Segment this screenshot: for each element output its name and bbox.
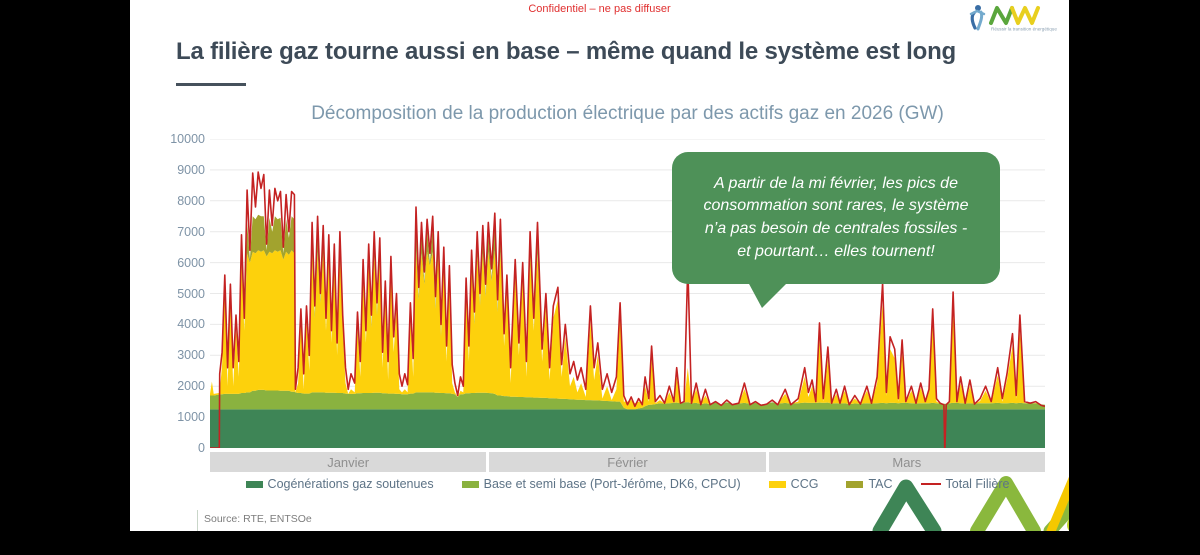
y-axis-tick-label: 9000 [177, 162, 205, 177]
y-axis-tick-label: 3000 [177, 348, 205, 363]
y-axis-tick-label: 7000 [177, 224, 205, 239]
bubble-line: n’a pas besoin de centrales fossiles - [704, 220, 968, 237]
y-axis-tick-label: 8000 [177, 193, 205, 208]
y-axis-tick-label: 5000 [177, 286, 205, 301]
nw-logo-graphic: Réussir la transition énergétique [969, 5, 1057, 32]
y-axis-tick-label: 2000 [177, 379, 205, 394]
legend-label: Base et semi base (Port-Jérôme, DK6, CPC… [483, 477, 741, 491]
legend-label: TAC [868, 477, 893, 491]
legend-item-cogenerations: Cogénérations gaz soutenues [245, 476, 434, 492]
chart-title: Décomposition de la production électriqu… [311, 103, 944, 124]
bubble-line: consommation sont rares, le système [703, 197, 969, 215]
legend-label: CCG [790, 477, 819, 491]
decorative-watermark-letters [730, 455, 1069, 531]
month-band-janvier: Janvier [210, 452, 487, 472]
confidential-notice: Confidentiel – ne pas diffuser [528, 3, 671, 15]
logo-tagline: Réussir la transition énergétique [991, 27, 1057, 32]
legend-item-tac: TAC [846, 476, 893, 492]
title-underline [176, 83, 246, 86]
tac-swatch [846, 480, 864, 488]
month-band-mars: Mars [768, 452, 1045, 472]
chart-legend: Cogénérations gaz soutenues Base et semi… [210, 476, 1045, 492]
source-note: Source: RTE, ENTSOe [197, 510, 312, 531]
y-axis-tick-label: 1000 [177, 410, 205, 425]
ccg-swatch [768, 480, 786, 488]
legend-item-base-semibase: Base et semi base (Port-Jérôme, DK6, CPC… [461, 476, 741, 492]
chart-plot-area [210, 139, 1045, 448]
cogenerations-swatch [245, 480, 263, 488]
legend-label: Total Filière [945, 477, 1010, 491]
total-filiere-line-swatch [920, 483, 941, 485]
x-axis-month-bands: Janvier Février Mars [210, 452, 1045, 472]
base-semibase-swatch [461, 480, 479, 488]
presentation-slide: Confidentiel – ne pas diffuser Réussir l… [130, 0, 1069, 531]
y-axis-tick-label: 0 [198, 441, 205, 455]
legend-item-total-filiere: Total Filière [920, 476, 1010, 492]
slide-title: La filière gaz tourne aussi en base – mê… [176, 38, 957, 65]
legend-label: Cogénérations gaz soutenues [267, 477, 434, 491]
company-logo: Réussir la transition énergétique [965, 2, 1061, 36]
y-axis-tick-label: 10000 [170, 132, 205, 146]
y-axis-tick-label: 6000 [177, 255, 205, 270]
month-band-fevrier: Février [489, 452, 766, 472]
legend-item-ccg: CCG [768, 476, 819, 492]
bubble-line: et pourtant… elles tournent! [737, 242, 935, 260]
y-axis-tick-label: 4000 [177, 317, 205, 332]
callout-bubble-tail [748, 282, 788, 308]
y-axis-labels: 0 1000 2000 3000 4000 5000 6000 7000 8000 9000 100… [150, 132, 205, 455]
bubble-line: A partir de la mi février, les pics de [714, 174, 958, 192]
callout-bubble: A partir de la mi février, les pics de c… [672, 152, 1000, 284]
